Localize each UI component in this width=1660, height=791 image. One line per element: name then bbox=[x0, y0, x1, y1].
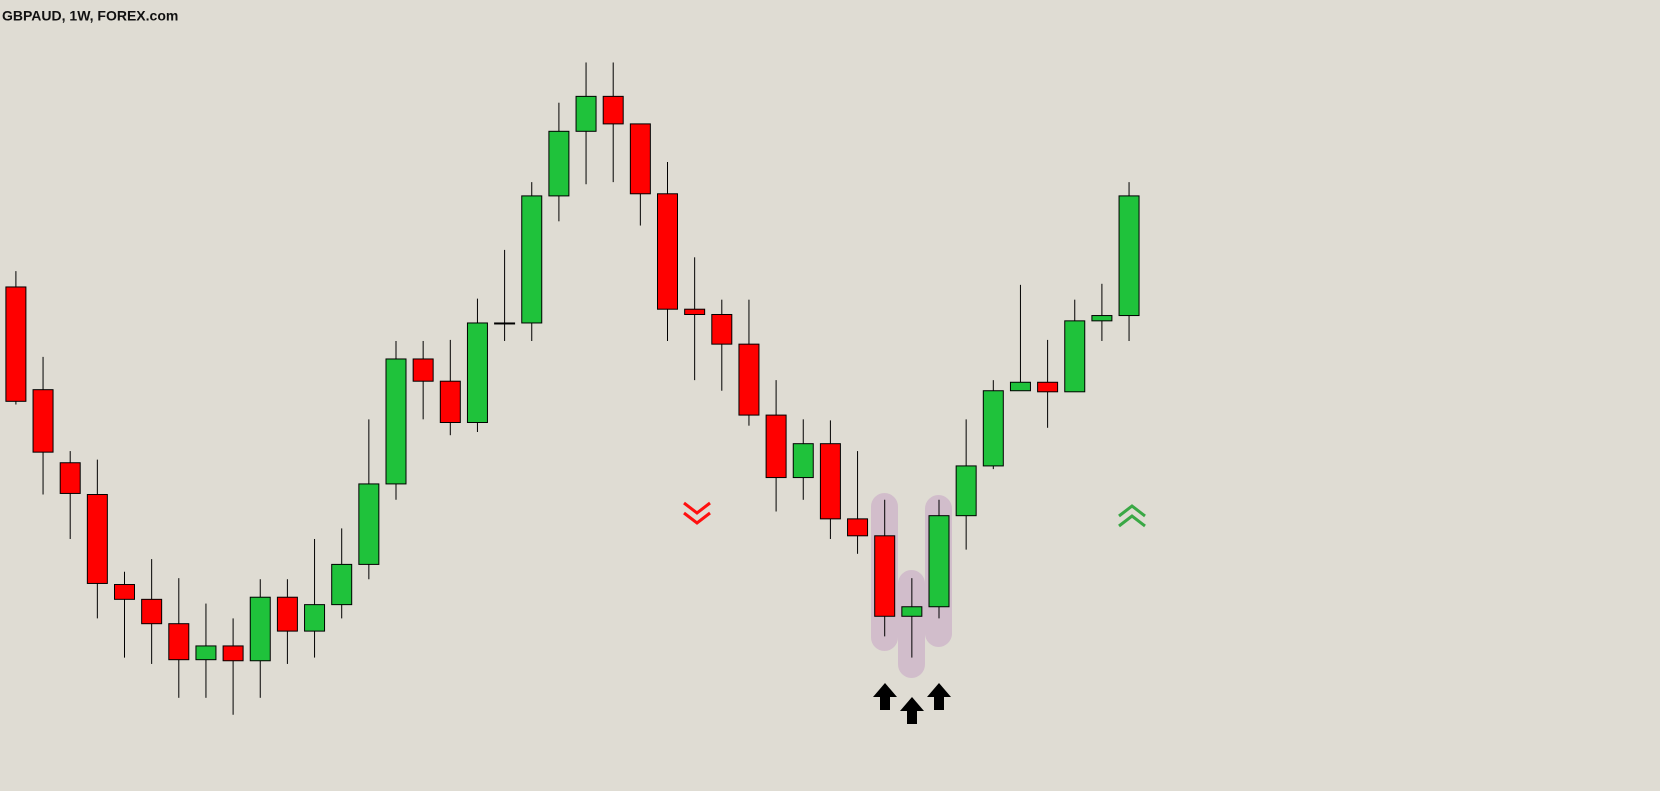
candle-body bbox=[385, 358, 407, 485]
candle-body bbox=[955, 465, 977, 517]
candle-body bbox=[141, 598, 163, 625]
up-arrow bbox=[900, 697, 924, 724]
candle-body bbox=[86, 494, 108, 584]
candle-body bbox=[59, 462, 81, 494]
candle-body bbox=[521, 195, 543, 324]
chevron bbox=[1118, 514, 1146, 528]
candle-body bbox=[331, 563, 353, 606]
candle-body bbox=[711, 313, 733, 345]
candle-body bbox=[901, 606, 923, 617]
candle-body bbox=[602, 95, 624, 125]
candle-body bbox=[466, 322, 488, 424]
arrows bbox=[873, 683, 951, 724]
buy-signal bbox=[1118, 504, 1146, 528]
candle-body bbox=[575, 95, 597, 132]
candle-body bbox=[222, 645, 244, 662]
candle-body bbox=[657, 193, 678, 310]
candle-body bbox=[168, 623, 190, 661]
chevron bbox=[683, 511, 711, 525]
sell-signal bbox=[683, 501, 711, 525]
candle-body bbox=[1064, 320, 1086, 393]
candle-body bbox=[1118, 195, 1140, 317]
candle-body bbox=[765, 414, 787, 479]
candle-body bbox=[792, 443, 814, 479]
candle-body bbox=[304, 604, 326, 632]
candle-body bbox=[548, 130, 570, 197]
candle-body bbox=[847, 518, 869, 537]
up-arrow bbox=[927, 683, 951, 710]
candle-body bbox=[1009, 381, 1031, 392]
candle-body bbox=[5, 286, 27, 402]
candle-body bbox=[1091, 315, 1113, 322]
candle-body bbox=[819, 443, 841, 520]
chevron bbox=[1118, 504, 1146, 518]
candle-body bbox=[982, 390, 1004, 467]
up-arrow bbox=[873, 683, 897, 710]
chevron bbox=[683, 501, 711, 515]
candle-body bbox=[114, 584, 135, 600]
candle-body bbox=[629, 123, 651, 195]
candle-body bbox=[1037, 381, 1059, 393]
candle-body bbox=[738, 343, 760, 416]
candle-body bbox=[32, 389, 54, 453]
candle-body bbox=[358, 483, 380, 565]
candle-body bbox=[249, 596, 271, 662]
candle-body bbox=[494, 322, 516, 325]
candle-body bbox=[195, 645, 217, 661]
candle-body bbox=[439, 380, 461, 424]
candle-body bbox=[928, 515, 950, 608]
candle-body bbox=[276, 596, 298, 632]
candle-body bbox=[684, 308, 706, 315]
chart-title: GBPAUD, 1W, FOREX.com bbox=[2, 8, 178, 24]
candle-body bbox=[412, 358, 434, 382]
candle-body bbox=[874, 535, 896, 617]
